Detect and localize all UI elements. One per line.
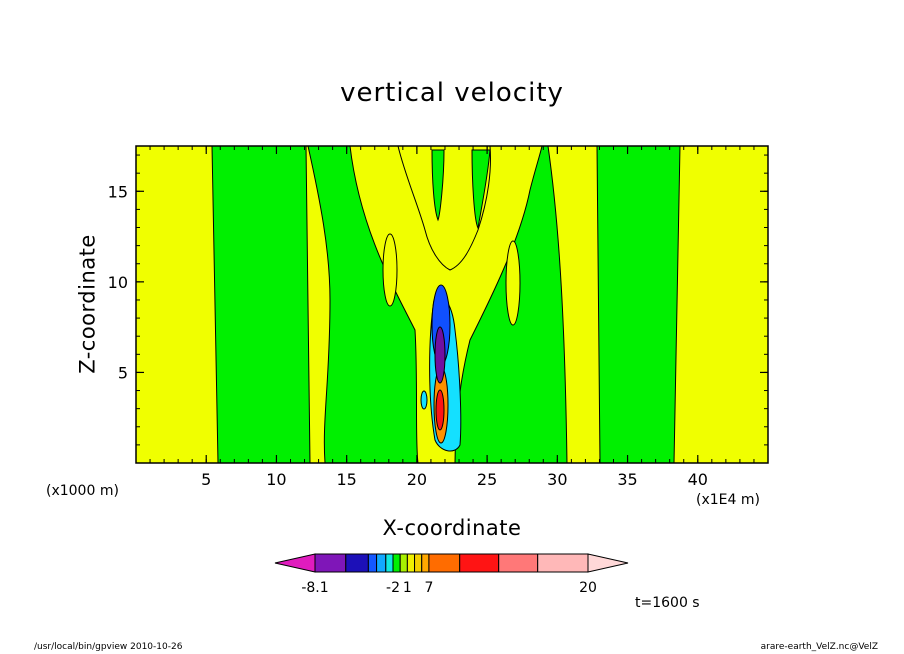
plot-fill bbox=[136, 146, 768, 463]
colorbar-tick-label: 20 bbox=[579, 580, 597, 596]
plot-frame bbox=[135, 145, 769, 464]
x-unit-left: (x1000 m) bbox=[46, 483, 119, 499]
colorbar-tick-label: 1 bbox=[403, 580, 412, 596]
colorbar-tick-label: -2 bbox=[386, 580, 400, 596]
x-tick-label: 40 bbox=[688, 470, 708, 489]
colorbar-segment bbox=[406, 553, 416, 573]
yellow-core bbox=[397, 146, 491, 271]
red-core bbox=[435, 389, 445, 431]
x-tick-label: 10 bbox=[266, 470, 286, 489]
axis-ticks: 5 10 15 20 25 30 35 40 5 10 15 bbox=[108, 146, 768, 489]
green-band-1 bbox=[211, 146, 311, 463]
colorbar-segment bbox=[537, 553, 589, 573]
colorbar: -8.1 -2 1 7 20 bbox=[274, 553, 629, 596]
colorbar-high-arrow bbox=[587, 553, 629, 573]
footer-right: arare-earth_VelZ.nc@VelZ bbox=[760, 642, 878, 652]
colorbar-segment bbox=[421, 553, 430, 573]
x-tick-label: 20 bbox=[407, 470, 427, 489]
colorbar-tick-label: 7 bbox=[424, 580, 433, 596]
colorbar-low-arrow bbox=[274, 553, 316, 573]
y-axis-label: Z-coordinate bbox=[75, 234, 100, 374]
green-band-4 bbox=[596, 146, 681, 463]
y-tick-label: 5 bbox=[118, 363, 128, 382]
colorbar-segment bbox=[385, 553, 394, 573]
chart-title: vertical velocity bbox=[340, 78, 564, 108]
colorbar-segment bbox=[345, 553, 369, 573]
green-finger-right bbox=[471, 149, 491, 230]
colorbar-segment bbox=[459, 553, 500, 573]
x-tick-label: 30 bbox=[547, 470, 567, 489]
colorbar-segment bbox=[428, 553, 461, 573]
x-unit-right: (x1E4 m) bbox=[696, 492, 760, 508]
footer-left: /usr/local/bin/gpview 2010-10-26 bbox=[34, 642, 183, 652]
yellow-blob-left bbox=[382, 233, 398, 307]
colorbar-segment bbox=[414, 553, 423, 573]
x-tick-label: 35 bbox=[617, 470, 637, 489]
yellow-blob-right bbox=[505, 240, 521, 326]
colorbar-segment bbox=[367, 553, 378, 573]
colorbar-segment bbox=[498, 553, 539, 573]
colorbar-segment bbox=[314, 553, 347, 573]
y-tick-label: 10 bbox=[108, 273, 128, 292]
purple-core bbox=[434, 326, 446, 384]
x-tick-label: 25 bbox=[477, 470, 497, 489]
time-label: t=1600 s bbox=[635, 595, 700, 611]
green-finger-left bbox=[431, 149, 445, 222]
colorbar-segment bbox=[376, 553, 387, 573]
colorbar-tick-label: -8.1 bbox=[301, 580, 328, 596]
x-axis-label: X-coordinate bbox=[382, 516, 522, 540]
cyan-small bbox=[420, 390, 428, 410]
colorbar-segment bbox=[399, 553, 408, 573]
x-tick-label: 5 bbox=[201, 470, 211, 489]
x-tick-label: 15 bbox=[336, 470, 356, 489]
y-tick-label: 15 bbox=[108, 182, 128, 201]
colorbar-segment bbox=[392, 553, 401, 573]
